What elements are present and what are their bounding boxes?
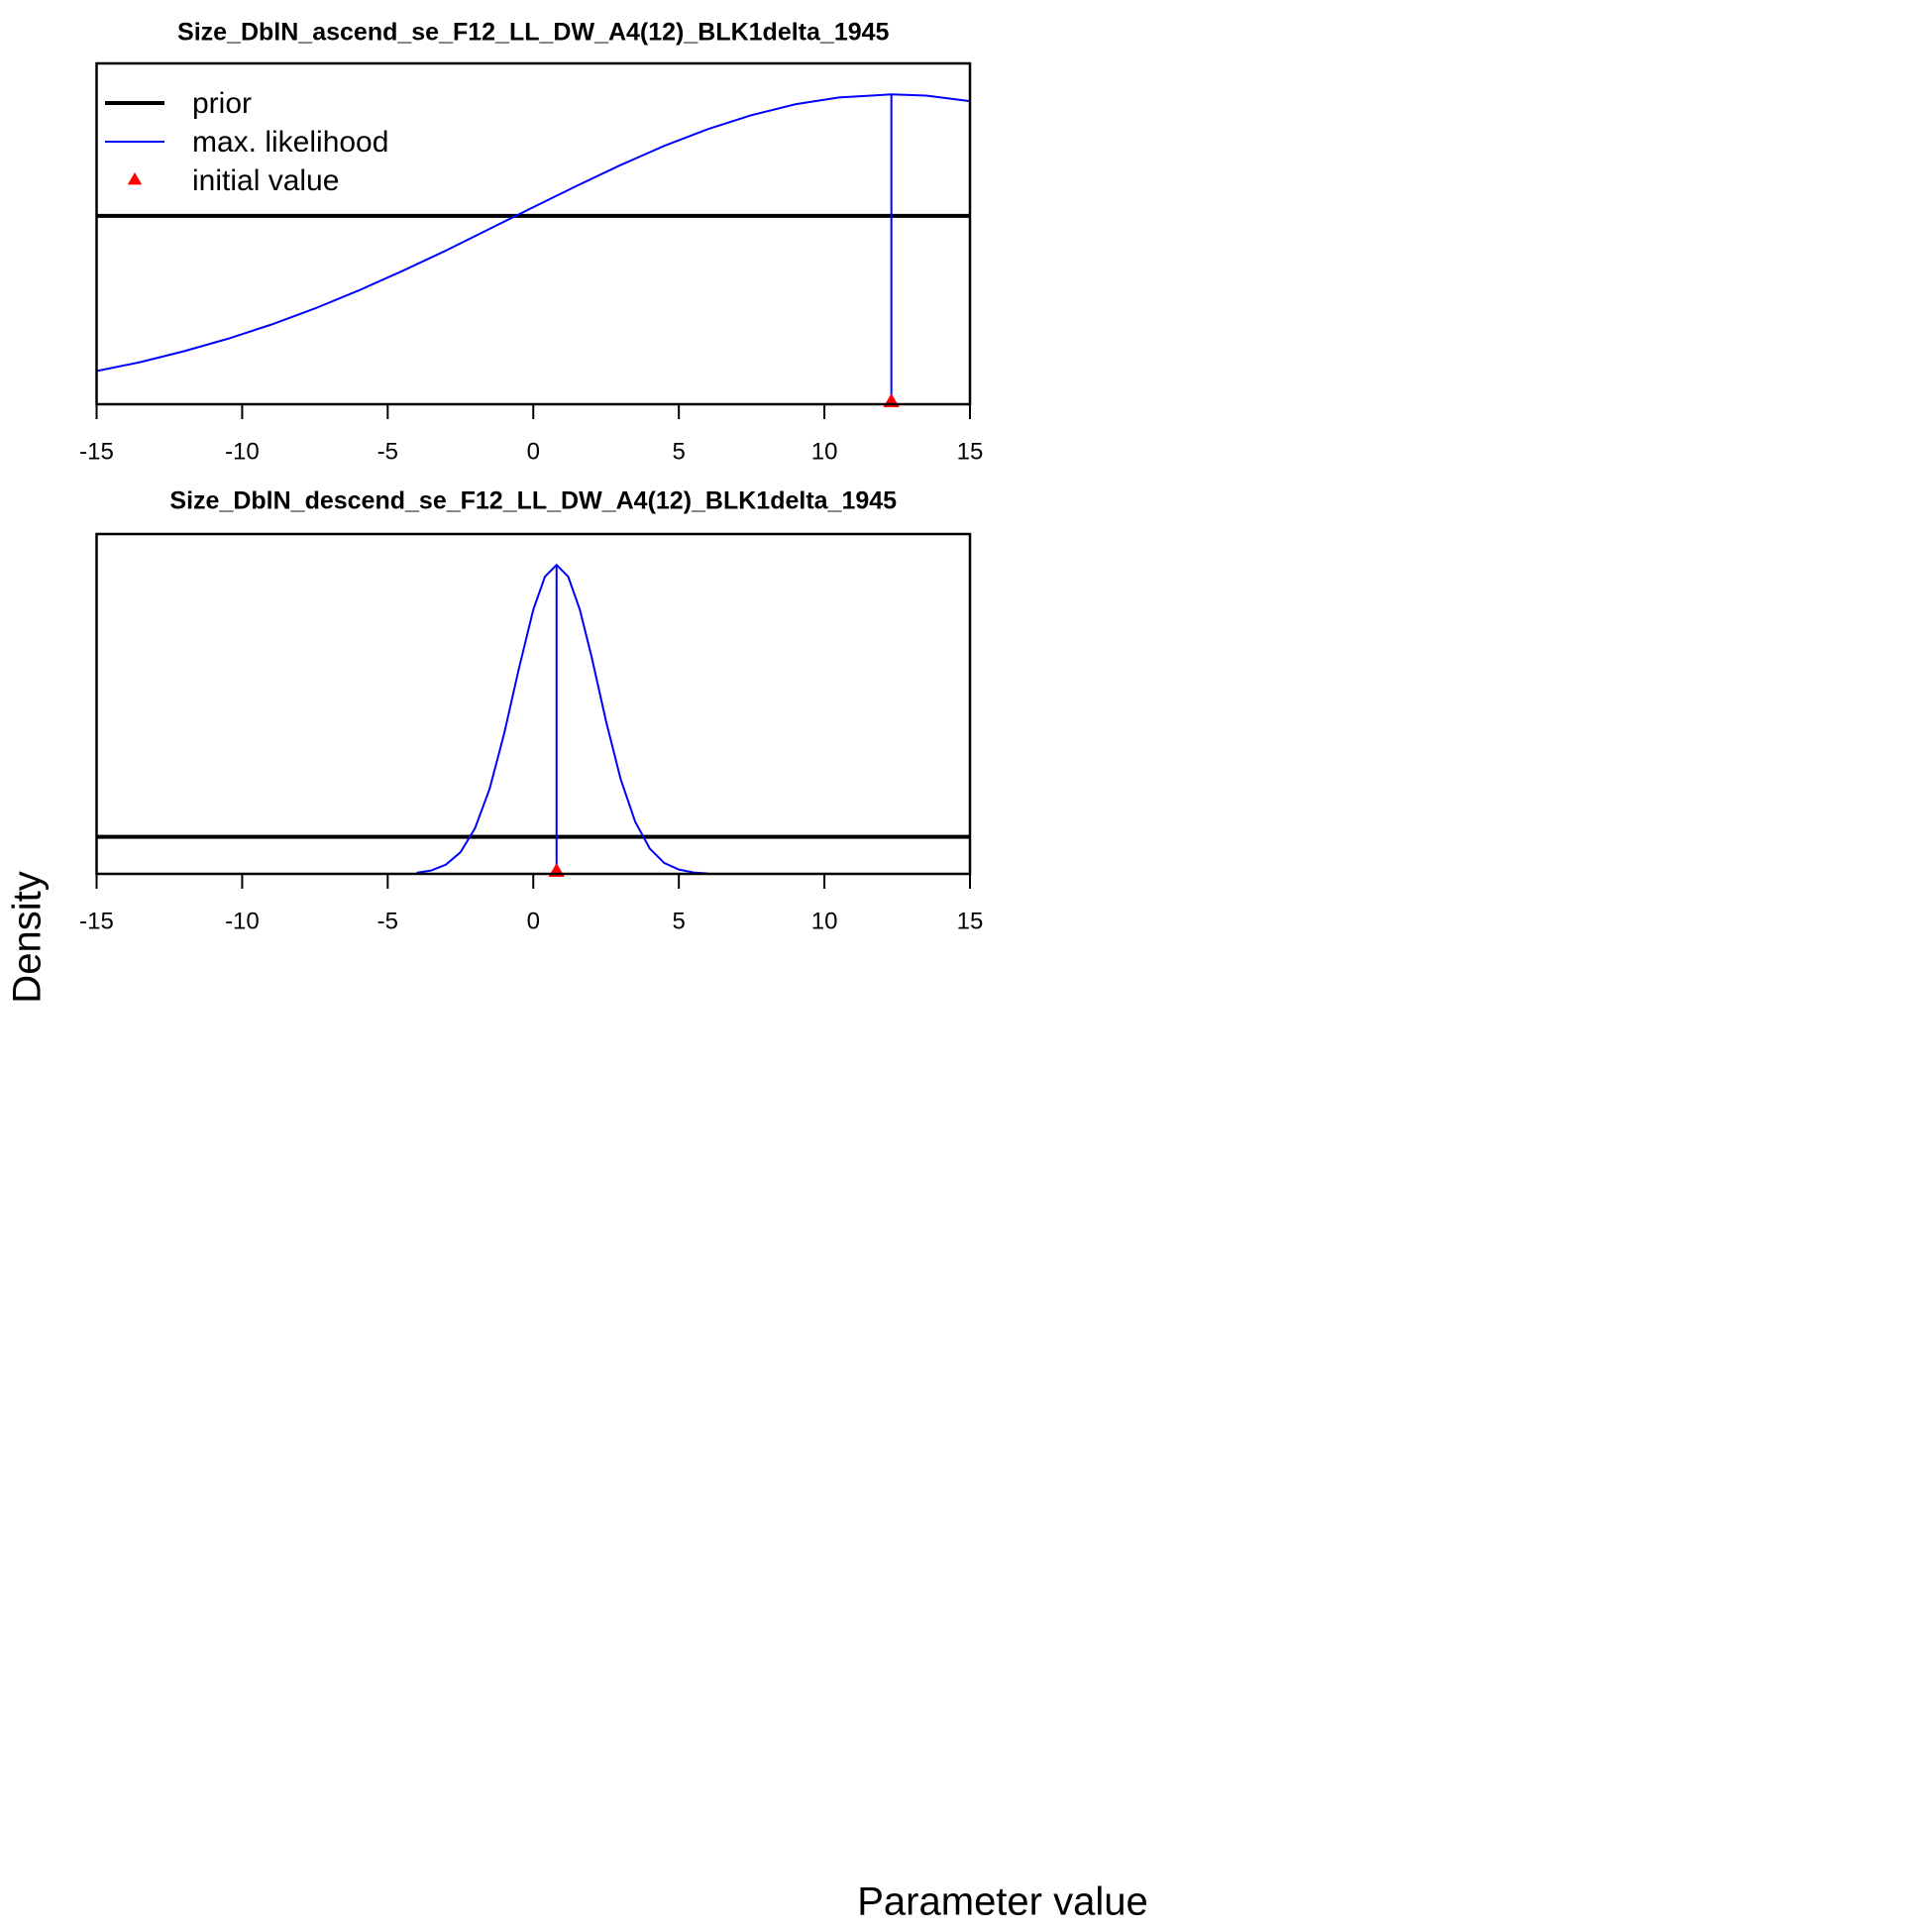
x-tick-label: 15 — [957, 908, 984, 934]
x-tick-label: -5 — [377, 438, 398, 465]
x-tick-label: -15 — [79, 438, 114, 465]
x-tick-label: 5 — [672, 438, 685, 465]
x-tick-label: 5 — [672, 908, 685, 934]
series-line — [96, 93, 971, 373]
x-tick-label: 15 — [957, 438, 984, 465]
legend-marker — [127, 172, 143, 185]
x-tick-label: 0 — [527, 908, 540, 934]
series-line — [416, 563, 708, 875]
x-tick-label: 10 — [811, 438, 838, 465]
y-axis-label: Density — [6, 871, 50, 1003]
panel-title: Size_DblN_descend_se_F12_LL_DW_A4(12)_BL… — [169, 487, 897, 515]
x-tick-label: -15 — [79, 908, 114, 934]
legend-label: max. likelihood — [192, 126, 388, 159]
x-tick-label: 10 — [811, 908, 838, 934]
x-tick-label: -10 — [225, 908, 260, 934]
legend-label: prior — [192, 87, 252, 120]
x-tick-label: -5 — [377, 908, 398, 934]
x-axis-label: Parameter value — [857, 1880, 1147, 1924]
plot-box — [95, 532, 972, 876]
x-tick-label: 0 — [527, 438, 540, 465]
panel-title: Size_DblN_ascend_se_F12_LL_DW_A4(12)_BLK… — [177, 19, 889, 47]
legend-label: initial value — [192, 164, 339, 197]
x-tick-label: -10 — [225, 438, 260, 465]
